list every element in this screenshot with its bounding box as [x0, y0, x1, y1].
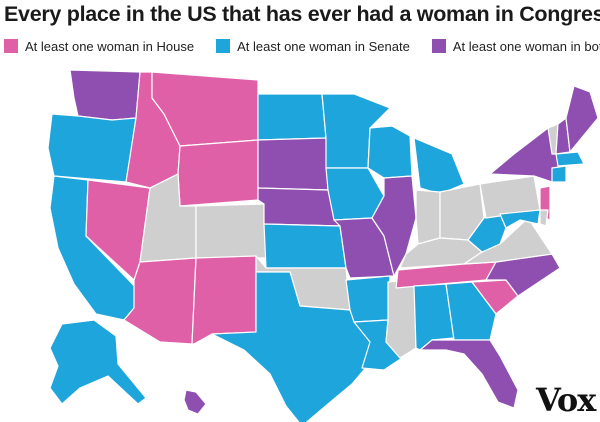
legend-label-house: At least one woman in House [25, 38, 195, 54]
state-HI [183, 389, 207, 415]
legend-label-both: At least one woman in both [452, 38, 600, 54]
state-ME [565, 85, 599, 153]
state-WY [177, 139, 259, 207]
legend-swatch-senate [216, 39, 231, 53]
state-DE [539, 209, 549, 227]
us-map [47, 69, 599, 422]
legend-item-house: At least one woman in House [4, 39, 194, 54]
state-FL [419, 339, 519, 409]
legend-label-senate: At least one woman in Senate [237, 38, 410, 54]
state-MS [385, 279, 417, 359]
legend: At least one woman in House At least one… [4, 37, 600, 55]
state-CO [195, 203, 267, 259]
state-SD [257, 137, 329, 191]
state-WI [367, 125, 413, 179]
state-MI [413, 137, 465, 195]
vox-logo: Vox [536, 381, 596, 419]
state-AR [345, 275, 391, 323]
state-MD [499, 209, 541, 229]
state-WA [69, 69, 141, 121]
legend-item-both: At least one woman in both [431, 38, 600, 54]
state-GA [445, 281, 497, 341]
state-MA [555, 151, 585, 167]
state-CT [551, 165, 567, 183]
state-OR [47, 113, 137, 183]
page-title: Every place in the US that has ever had … [4, 2, 600, 26]
legend-swatch-both [431, 39, 446, 53]
legend-swatch-house [4, 39, 18, 53]
state-TX [211, 271, 375, 422]
state-NM [191, 255, 257, 345]
state-KS [263, 223, 347, 269]
state-ND [257, 93, 327, 141]
state-NE [257, 187, 341, 227]
state-IL [371, 175, 417, 277]
state-IN [415, 189, 441, 245]
state-AK [49, 319, 147, 405]
legend-item-senate: At least one woman in Senate [216, 39, 410, 54]
